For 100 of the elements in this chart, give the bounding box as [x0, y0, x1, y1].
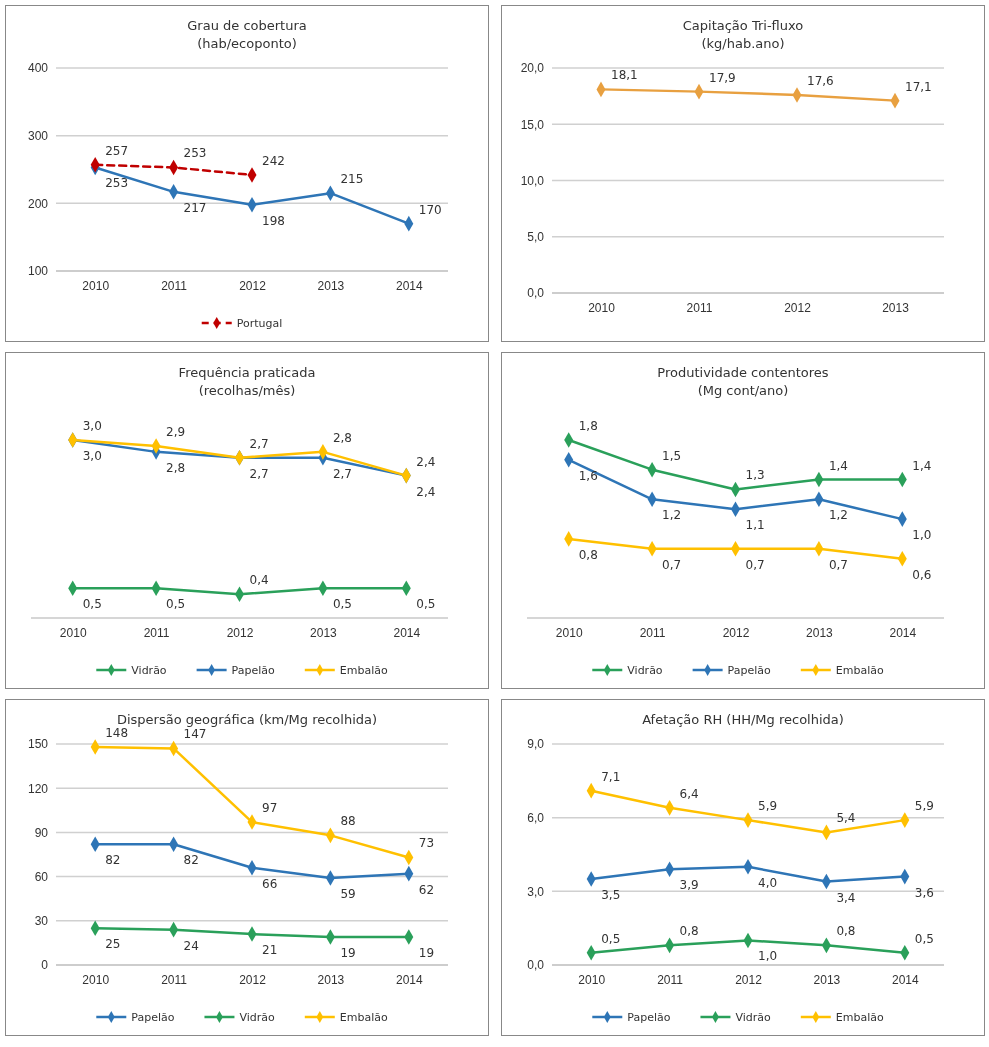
data-label: 18,1	[611, 68, 638, 83]
chart-title: Grau de cobertura	[187, 18, 307, 33]
data-label: 253	[105, 176, 129, 191]
x-tick-label: 2010	[555, 625, 583, 640]
legend-label: Papelão	[727, 664, 772, 677]
data-label: 2,7	[332, 466, 352, 481]
data-label: 24	[183, 938, 199, 953]
x-tick-label: 2012	[735, 972, 763, 987]
data-label: 19	[418, 946, 435, 961]
x-tick-label: 2011	[657, 972, 684, 987]
y-tick-label: 0,0	[527, 958, 545, 973]
x-tick-label: 2013	[806, 625, 834, 640]
data-label: 3,0	[82, 449, 102, 463]
data-label: 2,7	[249, 436, 269, 451]
data-label: 0,4	[249, 573, 269, 588]
data-label: 66	[262, 876, 278, 891]
data-label: 59	[340, 887, 356, 902]
chart-title: Frequência praticada	[178, 365, 316, 380]
chart-title: Afetação RH (HH/Mg recolhida)	[642, 712, 844, 727]
x-tick-label: 2011	[686, 300, 713, 315]
legend-label: Portugal	[236, 317, 283, 330]
data-label: 3,5	[601, 888, 621, 903]
data-label: 17,6	[807, 74, 834, 88]
data-label: 1,4	[912, 458, 932, 473]
y-tick-label: 300	[27, 129, 49, 144]
data-label: 1,5	[662, 448, 682, 463]
legend-label: Embalão	[835, 1011, 884, 1024]
data-label: 170	[418, 202, 442, 217]
data-label: 217	[183, 200, 207, 215]
data-label: 62	[418, 882, 435, 897]
y-tick-label: 200	[27, 196, 49, 211]
x-tick-label: 2014	[889, 625, 917, 640]
x-tick-label: 2010	[59, 625, 87, 640]
data-label: 0,7	[828, 557, 848, 572]
data-label: 73	[418, 836, 435, 851]
data-label: 1,3	[745, 468, 765, 483]
data-label: 1,1	[745, 518, 765, 533]
data-label: 2,7	[249, 466, 269, 481]
y-tick-label: 10,0	[520, 173, 545, 188]
x-tick-label: 2014	[891, 972, 919, 987]
data-label: 2,4	[416, 484, 436, 499]
x-tick-label: 2013	[317, 972, 345, 987]
x-tick-label: 2012	[784, 300, 812, 315]
legend-label: Papelão	[131, 1011, 175, 1024]
legend-label: Vidrão	[735, 1011, 772, 1024]
data-label: 0,7	[662, 557, 682, 572]
data-label: 148	[105, 725, 129, 740]
data-label: 0,6	[912, 567, 932, 582]
data-label: 3,0	[82, 419, 102, 433]
data-label: 0,5	[914, 931, 934, 946]
legend-label: Vidrão	[131, 664, 167, 677]
data-label: 1,2	[662, 508, 682, 523]
legend-label: Embalão	[339, 664, 388, 677]
data-label: 2,8	[332, 430, 352, 445]
data-label: 19	[340, 946, 356, 961]
data-label: 88	[340, 814, 356, 829]
data-label: 7,1	[601, 769, 621, 784]
data-label: 0,5	[82, 597, 102, 612]
x-tick-label: 2013	[310, 625, 338, 640]
data-label: 2,9	[166, 424, 186, 439]
data-label: 97	[262, 801, 278, 816]
y-tick-label: 400	[27, 61, 49, 76]
data-label: 5,9	[914, 799, 934, 814]
y-tick-label: 90	[34, 825, 49, 840]
data-label: 3,9	[679, 878, 699, 893]
data-label: 25	[105, 937, 121, 952]
data-label: 147	[183, 727, 207, 742]
data-label: 0,5	[416, 597, 436, 612]
x-tick-label: 2011	[161, 278, 188, 293]
chart-title: Capitação Tri-fluxo	[682, 18, 804, 33]
data-label: 0,5	[166, 597, 186, 612]
data-label: 6,4	[679, 786, 699, 801]
data-label: 5,9	[758, 799, 778, 814]
x-tick-label: 2012	[239, 972, 267, 987]
data-label: 0,5	[601, 931, 621, 946]
x-tick-label: 2014	[395, 278, 423, 293]
y-tick-label: 30	[34, 914, 49, 929]
x-tick-label: 2012	[226, 625, 254, 640]
x-tick-label: 2011	[639, 625, 666, 640]
y-tick-label: 5,0	[527, 230, 545, 245]
x-tick-label: 2010	[82, 972, 110, 987]
chart-title: Dispersão geográfica (km/Mg recolhida)	[116, 712, 378, 727]
data-label: 1,6	[578, 468, 598, 483]
data-label: 82	[105, 853, 121, 868]
y-tick-label: 3,0	[527, 884, 545, 899]
legend-label: Vidrão	[239, 1011, 276, 1024]
y-tick-label: 0,0	[527, 286, 545, 301]
y-tick-label: 15,0	[520, 117, 545, 132]
data-label: 0,7	[745, 557, 765, 572]
y-tick-label: 6,0	[527, 811, 545, 826]
data-label: 1,0	[912, 528, 932, 543]
chart-subtitle: (kg/hab.ano)	[701, 36, 785, 51]
legend-label: Embalão	[339, 1011, 388, 1024]
chart-subtitle: (Mg cont/ano)	[697, 383, 789, 398]
x-tick-label: 2014	[395, 972, 423, 987]
data-label: 0,8	[836, 924, 856, 939]
chart-title: Produtividade contentores	[657, 365, 829, 380]
legend-label: Embalão	[835, 664, 884, 677]
x-tick-label: 2013	[317, 278, 345, 293]
data-label: 1,8	[578, 419, 598, 433]
